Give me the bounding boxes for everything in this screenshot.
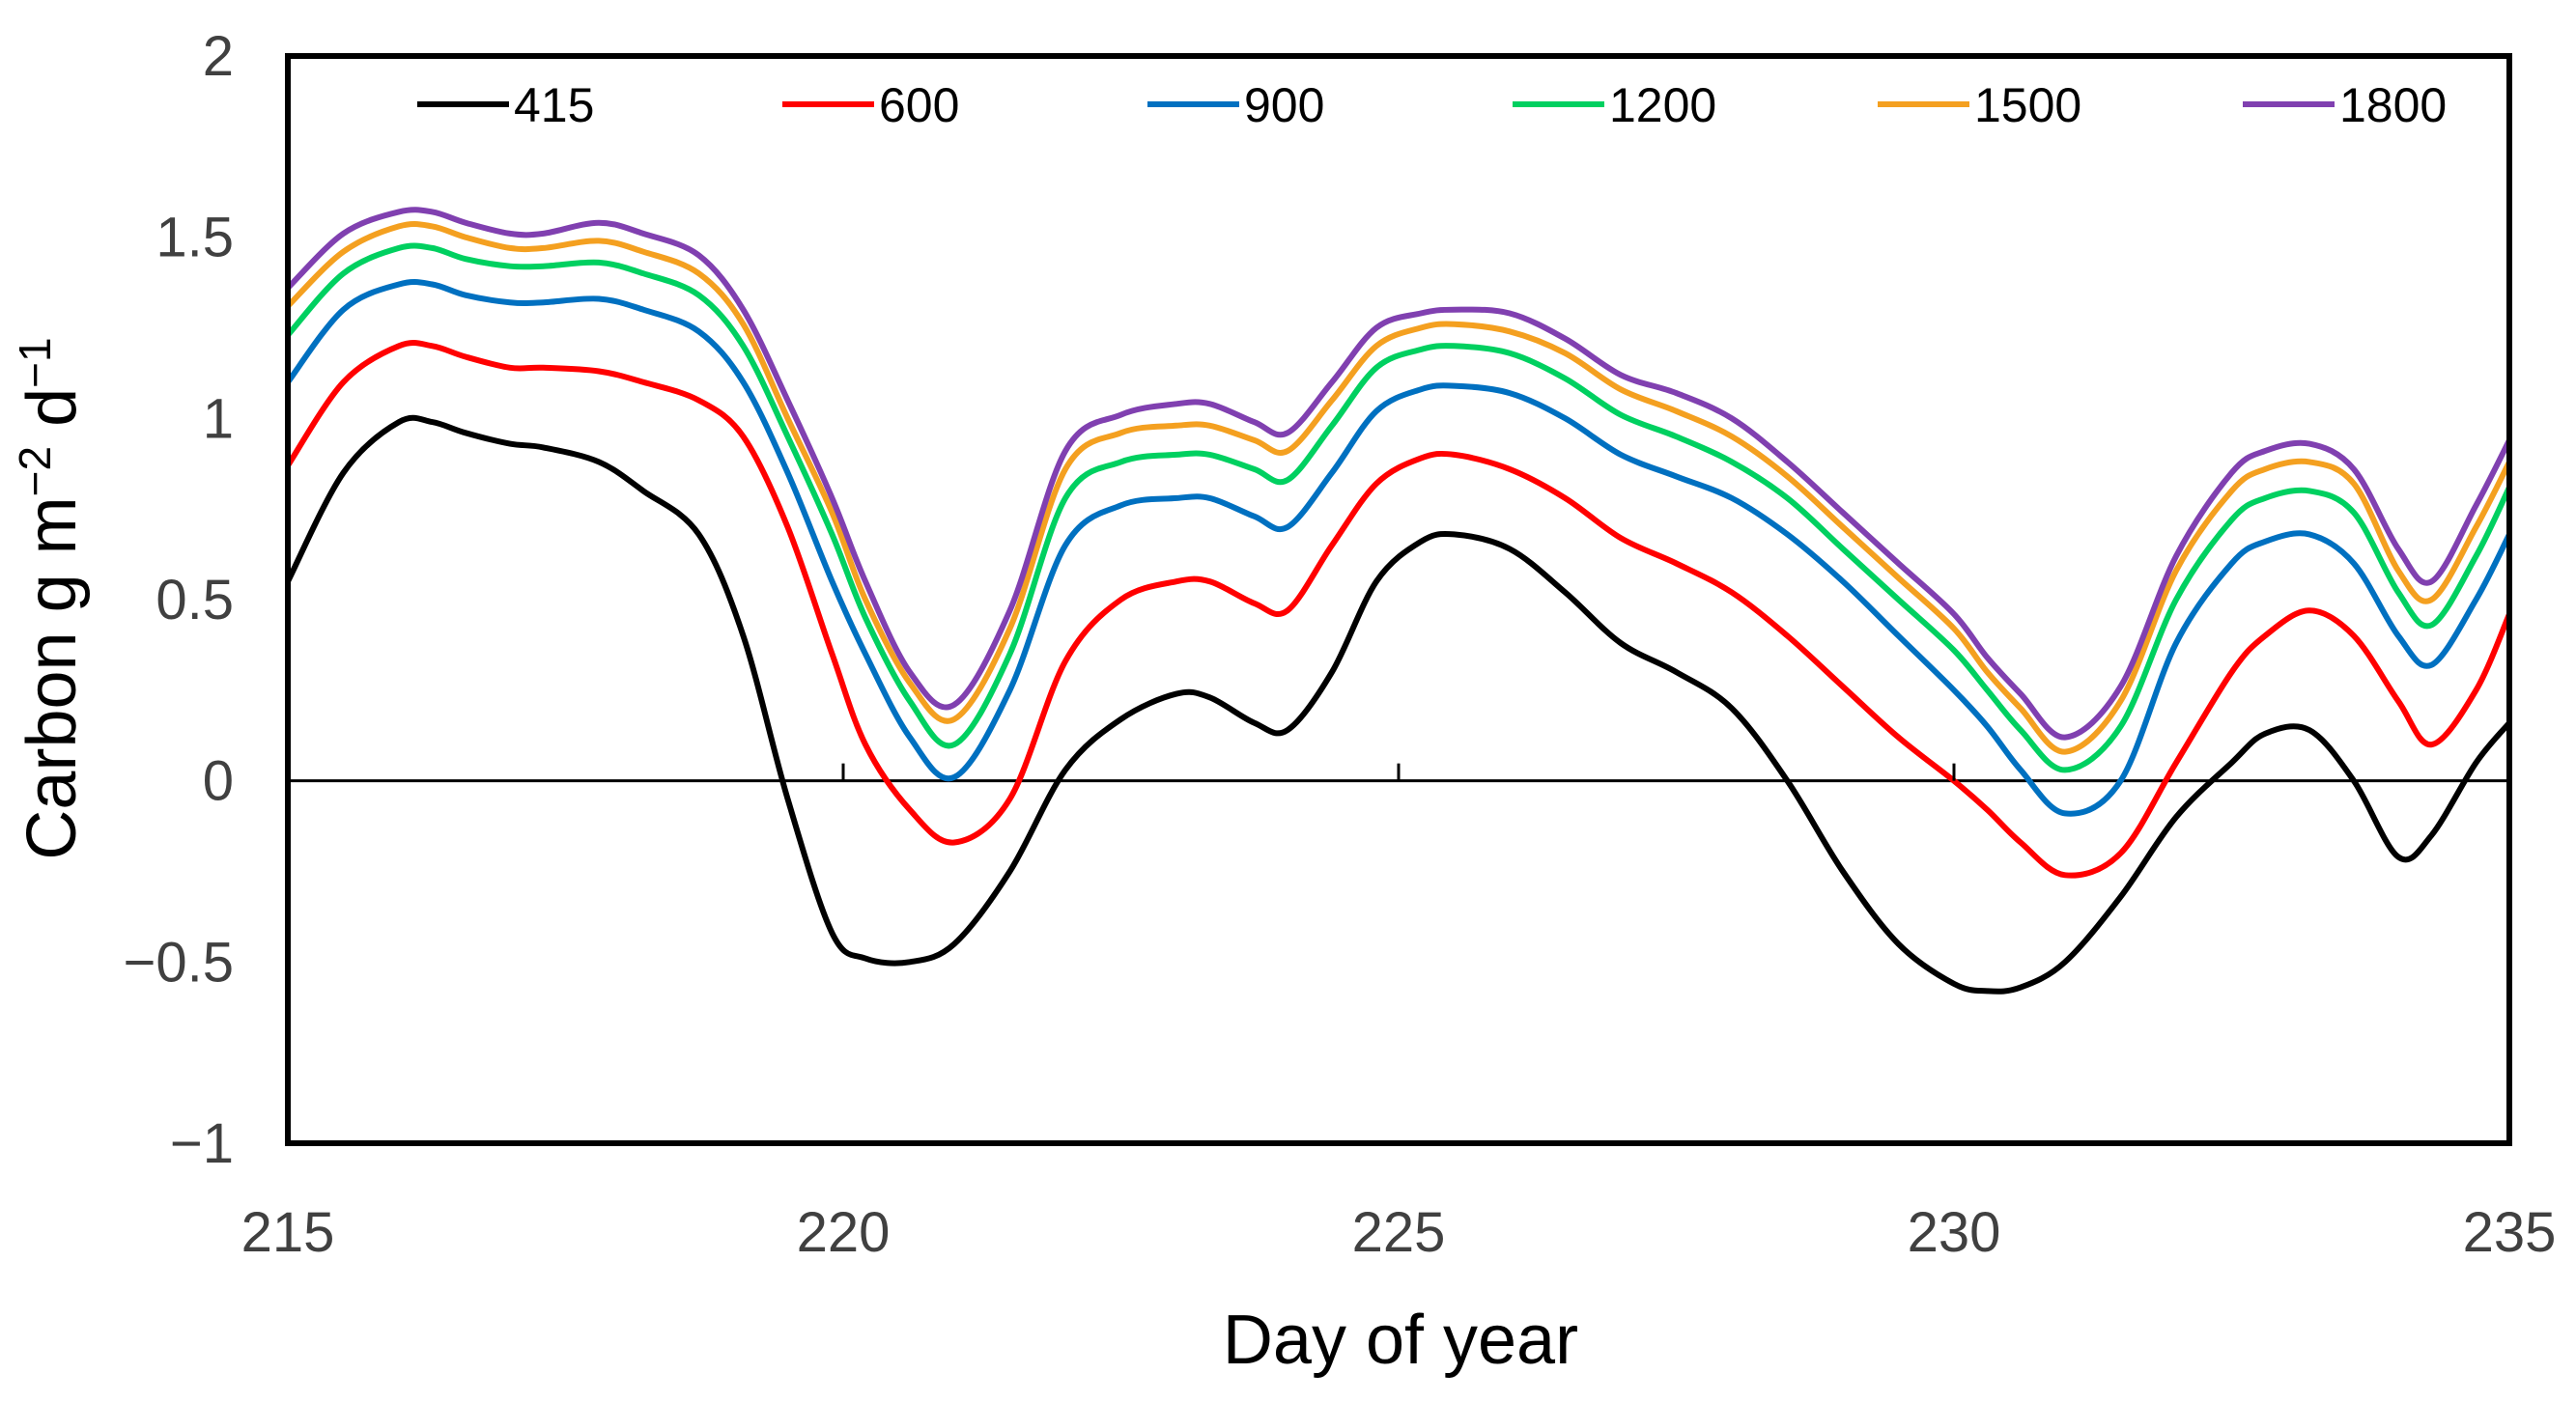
x-tick-label: 235 [2463,1201,2557,1264]
legend-label-415: 415 [514,78,594,132]
legend: 415 600 900 1200 1500 1800 [417,78,2447,132]
y-axis-title-sup2: −1 [10,337,60,387]
legend-label-1500: 1500 [1974,78,2081,132]
x-tick-label: 220 [797,1201,891,1264]
x-axis-title: Day of year [1223,1302,1578,1379]
plot-frame [285,53,2512,1146]
y-axis-title: Carbon g m−2 d−1 [10,337,91,859]
y-tick-label: 0 [203,750,234,813]
series-line-1200 [285,242,2512,773]
y-tick-label: −0.5 [124,931,235,994]
legend-label-1200: 1200 [1609,78,1716,132]
y-axis-title-sup1: −2 [10,446,60,496]
series-line-1500 [285,220,2512,755]
y-tick-label: 2 [203,25,234,88]
y-tick-label: 0.5 [156,569,234,631]
series-line-600 [285,340,2512,879]
y-axis-title-mid: d [14,388,91,446]
legend-label-600: 600 [879,78,959,132]
ticks-layer: 215 220 225 230 235 2 1.5 1 0.5 0 −0.5 −1 [124,25,2557,1264]
y-tick-label: −1 [170,1112,234,1175]
series-line-900 [285,279,2512,817]
y-tick-label: 1.5 [156,207,234,269]
x-tick-label: 225 [1352,1201,1446,1264]
legend-label-900: 900 [1244,78,1324,132]
y-axis-title-base: Carbon g m [14,496,91,859]
y-tick-label: 1 [203,387,234,450]
x-tick-label: 215 [241,1201,335,1264]
series-layer [285,207,2512,995]
series-line-1800 [285,207,2512,741]
x-tick-label: 230 [1908,1201,2001,1264]
series-line-415 [285,414,2512,995]
legend-label-1800: 1800 [2339,78,2447,132]
